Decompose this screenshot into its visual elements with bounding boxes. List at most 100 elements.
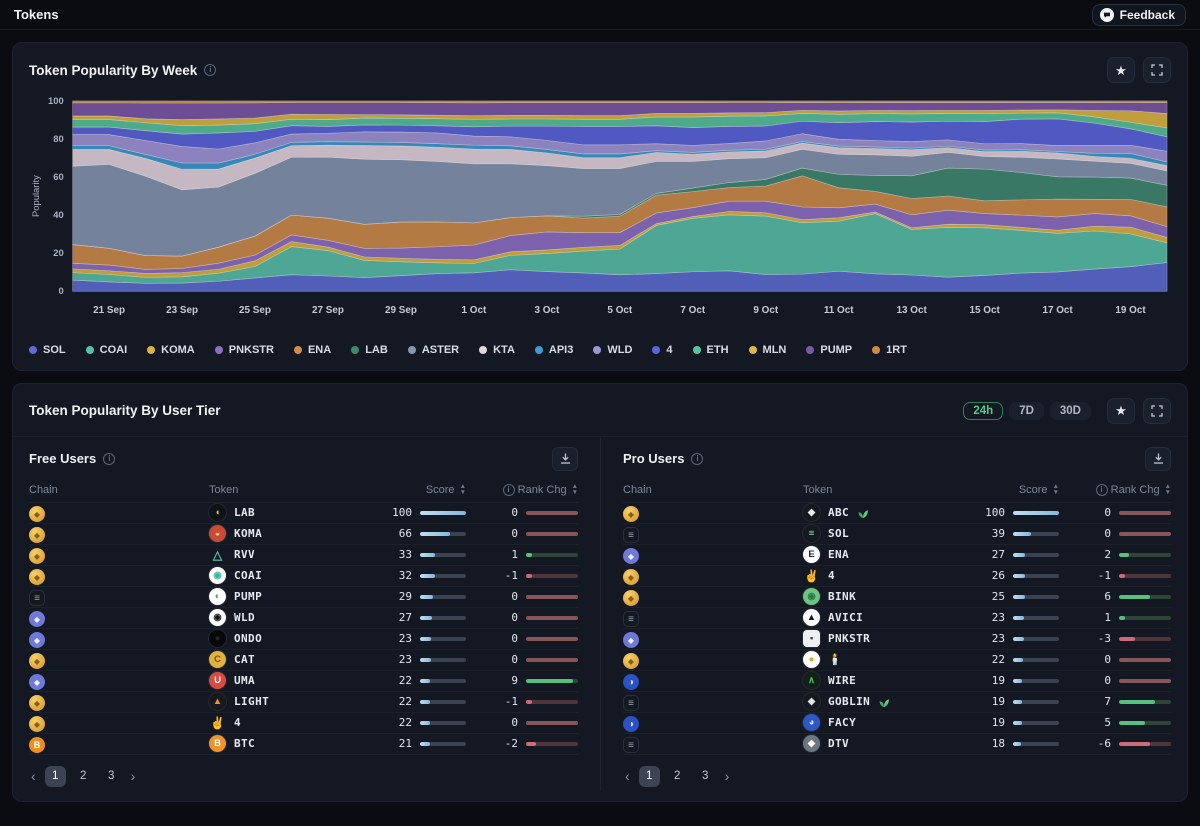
- info-icon[interactable]: i: [103, 452, 116, 465]
- table-row[interactable]: ◆ ▪ PNKSTR 23 -3: [623, 629, 1171, 650]
- table-row[interactable]: ≡ ◆ DTV 18 -6: [623, 734, 1171, 755]
- legend-item-PUMP[interactable]: PUMP: [806, 344, 852, 356]
- token-icon: ◕: [803, 714, 820, 732]
- feedback-button[interactable]: Feedback: [1091, 3, 1186, 26]
- rank-chg-bar: [1119, 573, 1171, 578]
- legend-dot: [479, 345, 488, 354]
- download-button[interactable]: [1145, 446, 1171, 471]
- score-value: 19: [991, 716, 1005, 730]
- svg-text:15 Oct: 15 Oct: [969, 305, 1000, 316]
- token-name: COAI: [234, 569, 263, 583]
- legend-item-1RT[interactable]: 1RT: [872, 344, 907, 356]
- table-row[interactable]: ◆ △ RVV 33 1: [29, 545, 578, 566]
- table-row[interactable]: ◑ ◕ FACY 19 5: [623, 713, 1171, 734]
- legend-item-KOMA[interactable]: KOMA: [147, 344, 195, 356]
- rank-chg-value: 1: [1104, 611, 1111, 625]
- chart-svg: 0 20 40 60 80 100 Popularity 21 Sep 23 Sep 25 Sep…: [30, 95, 1168, 316]
- legend-item-API3[interactable]: API3: [534, 344, 573, 356]
- table-row[interactable]: ◆ ◉ BINK 25 6: [623, 587, 1171, 608]
- bnb-chain-icon: ◆: [623, 590, 639, 607]
- score-cell: 27: [937, 548, 1059, 561]
- legend-item-KTA[interactable]: KTA: [479, 344, 515, 356]
- token-icon: ✌: [210, 715, 225, 730]
- table-row[interactable]: ◆ ● 🕯️ 22 0: [623, 650, 1171, 671]
- score-bar: [420, 573, 466, 578]
- page-button-2[interactable]: 2: [79, 770, 87, 783]
- score-value: 19: [991, 695, 1005, 709]
- table-row[interactable]: ≡ ≡ SOL 39 0: [623, 524, 1171, 545]
- pagination: ‹ 1 2 3 ›: [623, 755, 1171, 791]
- table-row[interactable]: B B BTC 21 -2: [29, 734, 578, 755]
- table-row[interactable]: ◆ ◖ LAB 100 0: [29, 503, 578, 524]
- svg-text:9 Oct: 9 Oct: [753, 305, 778, 316]
- rank-chg-bar: [526, 615, 578, 620]
- legend-item-4[interactable]: 4: [652, 344, 673, 356]
- legend-item-ENA[interactable]: ENA: [293, 344, 331, 356]
- table-row[interactable]: ◑ ∧ WIRE 19 0: [623, 671, 1171, 692]
- legend-item-SOL[interactable]: SOL: [29, 344, 66, 356]
- table-row[interactable]: ◆ ✌ 4 26 -1: [623, 566, 1171, 587]
- rank-chg-bar: [526, 678, 578, 683]
- legend-item-COAI[interactable]: COAI: [85, 344, 127, 356]
- favorite-button[interactable]: ★: [1107, 57, 1135, 83]
- star-icon: ★: [1115, 62, 1127, 78]
- page-button-1[interactable]: 1: [44, 765, 66, 787]
- info-icon[interactable]: i: [204, 64, 217, 76]
- table-row[interactable]: ◆ U UMA 22 9: [29, 671, 578, 692]
- score-column-header[interactable]: Score ▲ ▼: [1018, 483, 1059, 497]
- next-page-chevron-icon[interactable]: ›: [724, 768, 730, 785]
- token-name: LAB: [234, 506, 256, 520]
- svg-text:3 Oct: 3 Oct: [534, 305, 559, 316]
- token-icon: ◆: [803, 735, 820, 753]
- legend-item-MLN[interactable]: MLN: [748, 344, 786, 356]
- table-row[interactable]: ◆ E ENA 27 2: [623, 545, 1171, 566]
- table-row[interactable]: ◆ ◉ WLD 27 0: [29, 608, 578, 629]
- table-row[interactable]: ◆ ◉ COAI 32 -1: [29, 566, 578, 587]
- page-body: Token Popularity By Week i ★ 0 20 40 60 80 10…: [0, 30, 1200, 826]
- score-bar: [420, 678, 466, 683]
- score-value: 18: [991, 737, 1005, 751]
- info-icon[interactable]: i: [691, 452, 704, 465]
- table-row[interactable]: ≡ ▲ AVICI 23 1: [623, 608, 1171, 629]
- legend-item-PNKSTR[interactable]: PNKSTR: [214, 344, 274, 356]
- score-cell: 22: [344, 716, 466, 729]
- table-row[interactable]: ◆ ◒ KOMA 66 0: [29, 524, 578, 545]
- rank-chg-value: 7: [1104, 695, 1111, 709]
- download-button[interactable]: [552, 446, 578, 471]
- token-name: 4: [234, 716, 242, 730]
- legend-item-LAB[interactable]: LAB: [351, 344, 388, 356]
- prev-page-chevron-icon[interactable]: ‹: [31, 768, 36, 785]
- table-row[interactable]: ◆ ▲ LIGHT 22 -1: [29, 692, 578, 713]
- table-row[interactable]: ◆ ● ONDO 23 0: [29, 629, 578, 650]
- range-button-30D[interactable]: 30D: [1049, 401, 1091, 420]
- legend-item-ETH[interactable]: ETH: [692, 344, 729, 356]
- prev-page-chevron-icon[interactable]: ‹: [625, 768, 630, 785]
- token-icon: ◐: [209, 588, 226, 606]
- rank-chg-column-header[interactable]: i Rank Chg ▲ ▼: [1059, 484, 1171, 497]
- range-button-24h[interactable]: 24h: [963, 401, 1004, 420]
- range-button-7D[interactable]: 7D: [1009, 401, 1044, 420]
- legend-item-WLD[interactable]: WLD: [593, 344, 632, 356]
- table-row[interactable]: ◆ C CAT 23 0: [29, 650, 578, 671]
- ethereum-chain-icon: ◆: [29, 632, 45, 649]
- next-page-chevron-icon[interactable]: ›: [130, 768, 136, 785]
- table-row[interactable]: ≡ ◆ GOBLIN 19 7: [623, 692, 1171, 713]
- page-button-2[interactable]: 2: [673, 770, 681, 783]
- score-bar: [1013, 615, 1059, 620]
- expand-button[interactable]: [1143, 397, 1171, 424]
- legend-item-ASTER[interactable]: ASTER: [407, 344, 459, 356]
- favorite-button[interactable]: ★: [1107, 397, 1135, 424]
- rank-chg-bar: [526, 720, 578, 725]
- token-name: CAT: [234, 653, 256, 667]
- table-row[interactable]: ◆ ◆ ABC 100 0: [623, 503, 1171, 524]
- page-button-1[interactable]: 1: [638, 765, 660, 787]
- rank-chg-cell: 0: [1059, 506, 1171, 519]
- table-row[interactable]: ◆ ✌ 4 22 0: [29, 713, 578, 734]
- table-row[interactable]: ≡ ◐ PUMP 29 0: [29, 587, 578, 608]
- rank-chg-column-header[interactable]: i Rank Chg ▲ ▼: [466, 484, 578, 497]
- expand-button[interactable]: [1143, 57, 1171, 83]
- score-column-header[interactable]: Score ▲ ▼: [425, 483, 466, 497]
- page-button-3[interactable]: 3: [701, 770, 709, 783]
- page-button-3[interactable]: 3: [107, 770, 115, 783]
- svg-text:40: 40: [53, 209, 63, 220]
